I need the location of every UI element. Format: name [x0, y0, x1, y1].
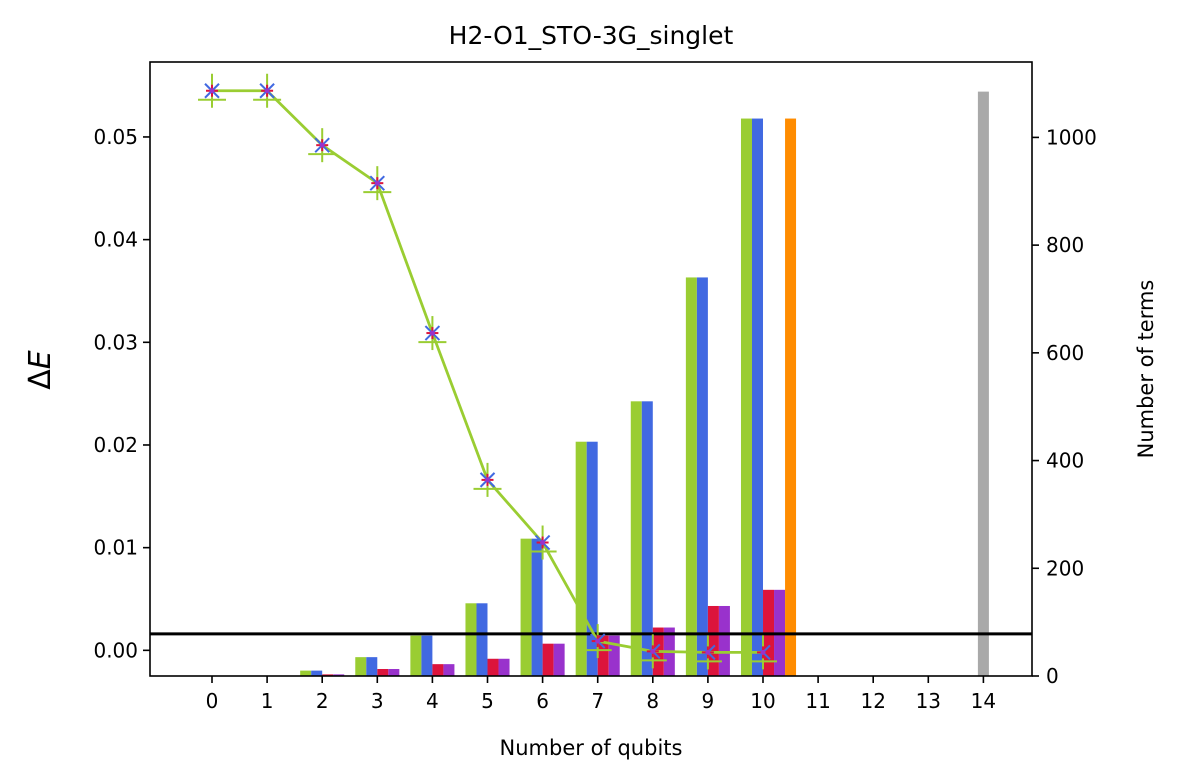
data-point — [308, 128, 337, 163]
bar — [421, 635, 433, 676]
plot-frame — [149, 61, 1033, 677]
marker-dot — [429, 330, 435, 336]
bar — [707, 605, 719, 676]
marker-dot — [760, 649, 766, 655]
bar — [597, 635, 609, 676]
bar — [432, 664, 444, 676]
y-tick-label-right: 0 — [1046, 664, 1059, 688]
y-tick-label-left: 0.04 — [93, 228, 138, 252]
y-tick-label-left: 0.02 — [93, 433, 138, 457]
marker-dot — [264, 88, 270, 94]
x-tick-label: 2 — [316, 689, 329, 713]
marker-dot — [650, 648, 656, 654]
bar — [498, 658, 510, 676]
marker-dot — [374, 180, 380, 186]
bar — [333, 674, 345, 676]
bar — [322, 674, 334, 676]
x-tick-label: 4 — [426, 689, 439, 713]
bar — [542, 643, 554, 676]
y-axis-label-left-var: E — [23, 350, 58, 369]
data-point — [749, 635, 777, 670]
y-tick-label-right: 600 — [1046, 341, 1084, 365]
bar — [355, 657, 367, 676]
y-tick-label-left: 0.01 — [93, 536, 138, 560]
x-tick-label: 7 — [591, 689, 604, 713]
bar — [586, 441, 598, 676]
data-point — [418, 316, 447, 351]
y-axis-label-right: Number of terms — [1134, 280, 1158, 459]
bar — [685, 277, 697, 676]
bar — [630, 401, 642, 676]
data-point — [198, 73, 226, 108]
y-ticks-right: 0 200 400 600 800 1000 — [1032, 125, 1097, 688]
data-point — [528, 525, 557, 560]
x-ticks: 0 1 2 3 4 5 6 7 8 9 10 11 12 13 14 — [206, 676, 996, 713]
y-axis-label-left-symbol: Δ — [23, 369, 58, 390]
bar — [311, 670, 323, 676]
chart-title: H2-O1_STO-3G_singlet — [449, 21, 734, 50]
bar — [465, 603, 477, 676]
bar — [366, 657, 378, 676]
data-point — [583, 624, 612, 659]
y-tick-label-right: 200 — [1046, 556, 1084, 580]
x-tick-label: 1 — [261, 689, 274, 713]
x-tick-label: 13 — [916, 689, 941, 713]
data-point — [253, 73, 282, 108]
line-layer — [198, 73, 777, 670]
x-tick-label: 3 — [371, 689, 384, 713]
y-tick-label-left: 0.00 — [93, 638, 138, 662]
marker-dot — [540, 540, 546, 546]
x-tick-label: 9 — [702, 689, 715, 713]
x-tick-label: 5 — [481, 689, 494, 713]
x-tick-label: 8 — [646, 689, 659, 713]
bar — [641, 401, 653, 676]
data-point — [363, 166, 392, 201]
bar — [553, 643, 565, 676]
bar — [718, 605, 730, 676]
bar — [300, 670, 312, 676]
y-tick-label-left: 0.05 — [93, 125, 138, 149]
data-point — [473, 462, 502, 497]
bar — [443, 664, 455, 676]
x-tick-label: 14 — [971, 689, 996, 713]
bar — [410, 635, 422, 676]
x-tick-label: 0 — [206, 689, 219, 713]
x-tick-label: 11 — [805, 689, 830, 713]
x-tick-label: 10 — [750, 689, 775, 713]
y-tick-label-right: 800 — [1046, 233, 1084, 257]
bar — [476, 603, 488, 676]
marker-dot — [595, 638, 601, 644]
marker-dot — [319, 142, 325, 148]
y-tick-label-left: 0.03 — [93, 330, 138, 354]
bar — [608, 635, 620, 676]
bar — [531, 538, 543, 676]
marker-dot — [705, 649, 711, 655]
x-tick-label: 6 — [536, 689, 549, 713]
bar — [785, 118, 797, 677]
marker-dot — [209, 88, 215, 94]
y-tick-label-right: 400 — [1046, 449, 1084, 473]
bar — [487, 658, 499, 676]
bar — [377, 668, 389, 676]
data-point — [693, 635, 722, 670]
marker-dot — [485, 477, 490, 483]
y-tick-label-right: 1000 — [1046, 125, 1097, 149]
bar — [751, 118, 763, 677]
bar — [977, 91, 989, 677]
x-tick-label: 12 — [860, 689, 885, 713]
bar — [740, 118, 752, 677]
bar — [520, 538, 532, 676]
bar — [388, 668, 400, 676]
bar — [696, 277, 708, 676]
data-point — [638, 634, 667, 669]
y-ticks-left: 0.00 0.01 0.02 0.03 0.04 0.05 — [93, 125, 150, 662]
y-axis-label-left: ΔE — [23, 350, 58, 390]
bar — [575, 441, 587, 676]
x-axis-label: Number of qubits — [500, 736, 683, 760]
